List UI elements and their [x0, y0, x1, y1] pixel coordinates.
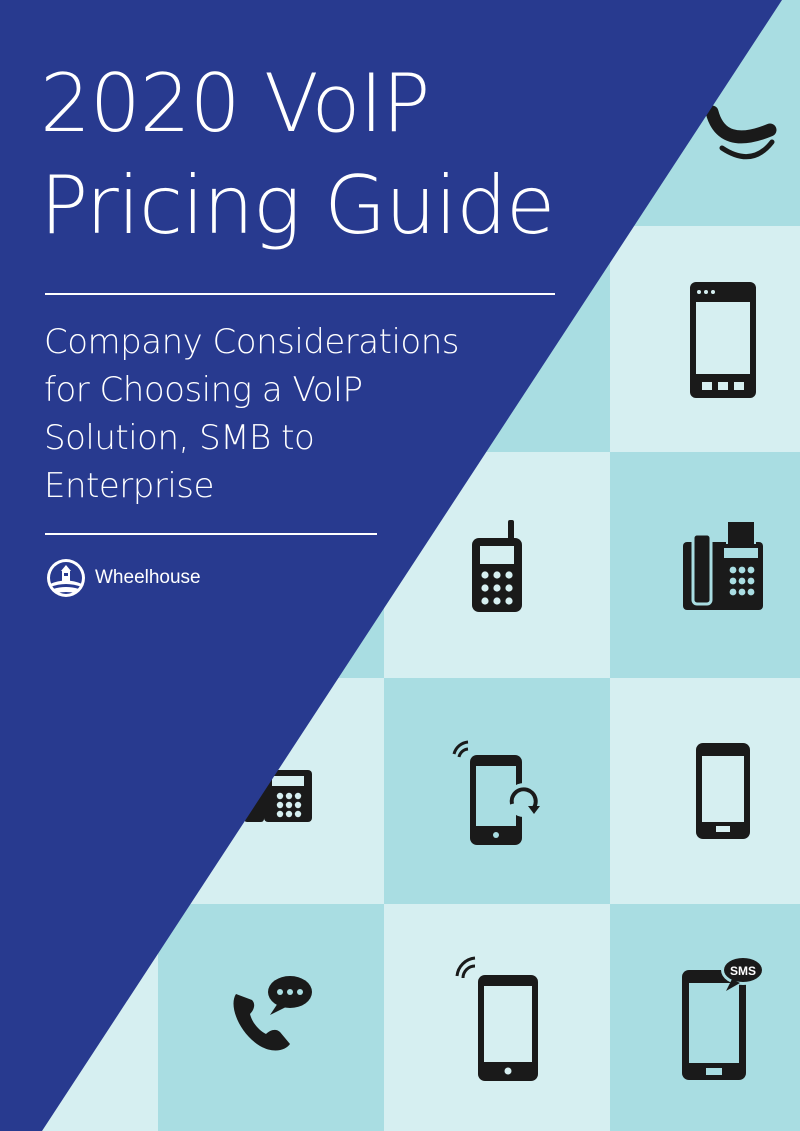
title-line-2: Pricing Guide: [40, 159, 555, 252]
brand-logo: Wheelhouse: [45, 557, 201, 599]
subtitle-line: Solution, SMB to: [44, 418, 315, 458]
telephone-handset-icon: [705, 105, 777, 160]
title-divider: [45, 293, 555, 295]
smartphone-icon: [696, 743, 750, 839]
fax-machine-icon: [683, 520, 763, 610]
smartphone-signal-icon: [455, 956, 538, 1081]
phone-chat-icon: [233, 976, 312, 1051]
subtitle-line: Company Considerations: [44, 322, 459, 362]
brand-name: Wheelhouse: [95, 567, 201, 588]
tile: [158, 904, 384, 1131]
smartphone-sms-icon: SMS: [682, 955, 765, 1080]
lighthouse-logo-icon: [47, 559, 85, 597]
subtitle-divider: [45, 533, 377, 535]
mobile-rotate-icon: [452, 740, 541, 845]
subtitle-line: for Choosing a VoIP: [44, 370, 363, 410]
tablet-icon: [690, 282, 756, 398]
sms-badge-text: SMS: [730, 964, 756, 978]
subtitle-line: Enterprise: [44, 466, 214, 506]
title-line-1: 2020 VoIP: [40, 57, 430, 150]
mobile-phone-antenna-icon: [472, 520, 522, 612]
